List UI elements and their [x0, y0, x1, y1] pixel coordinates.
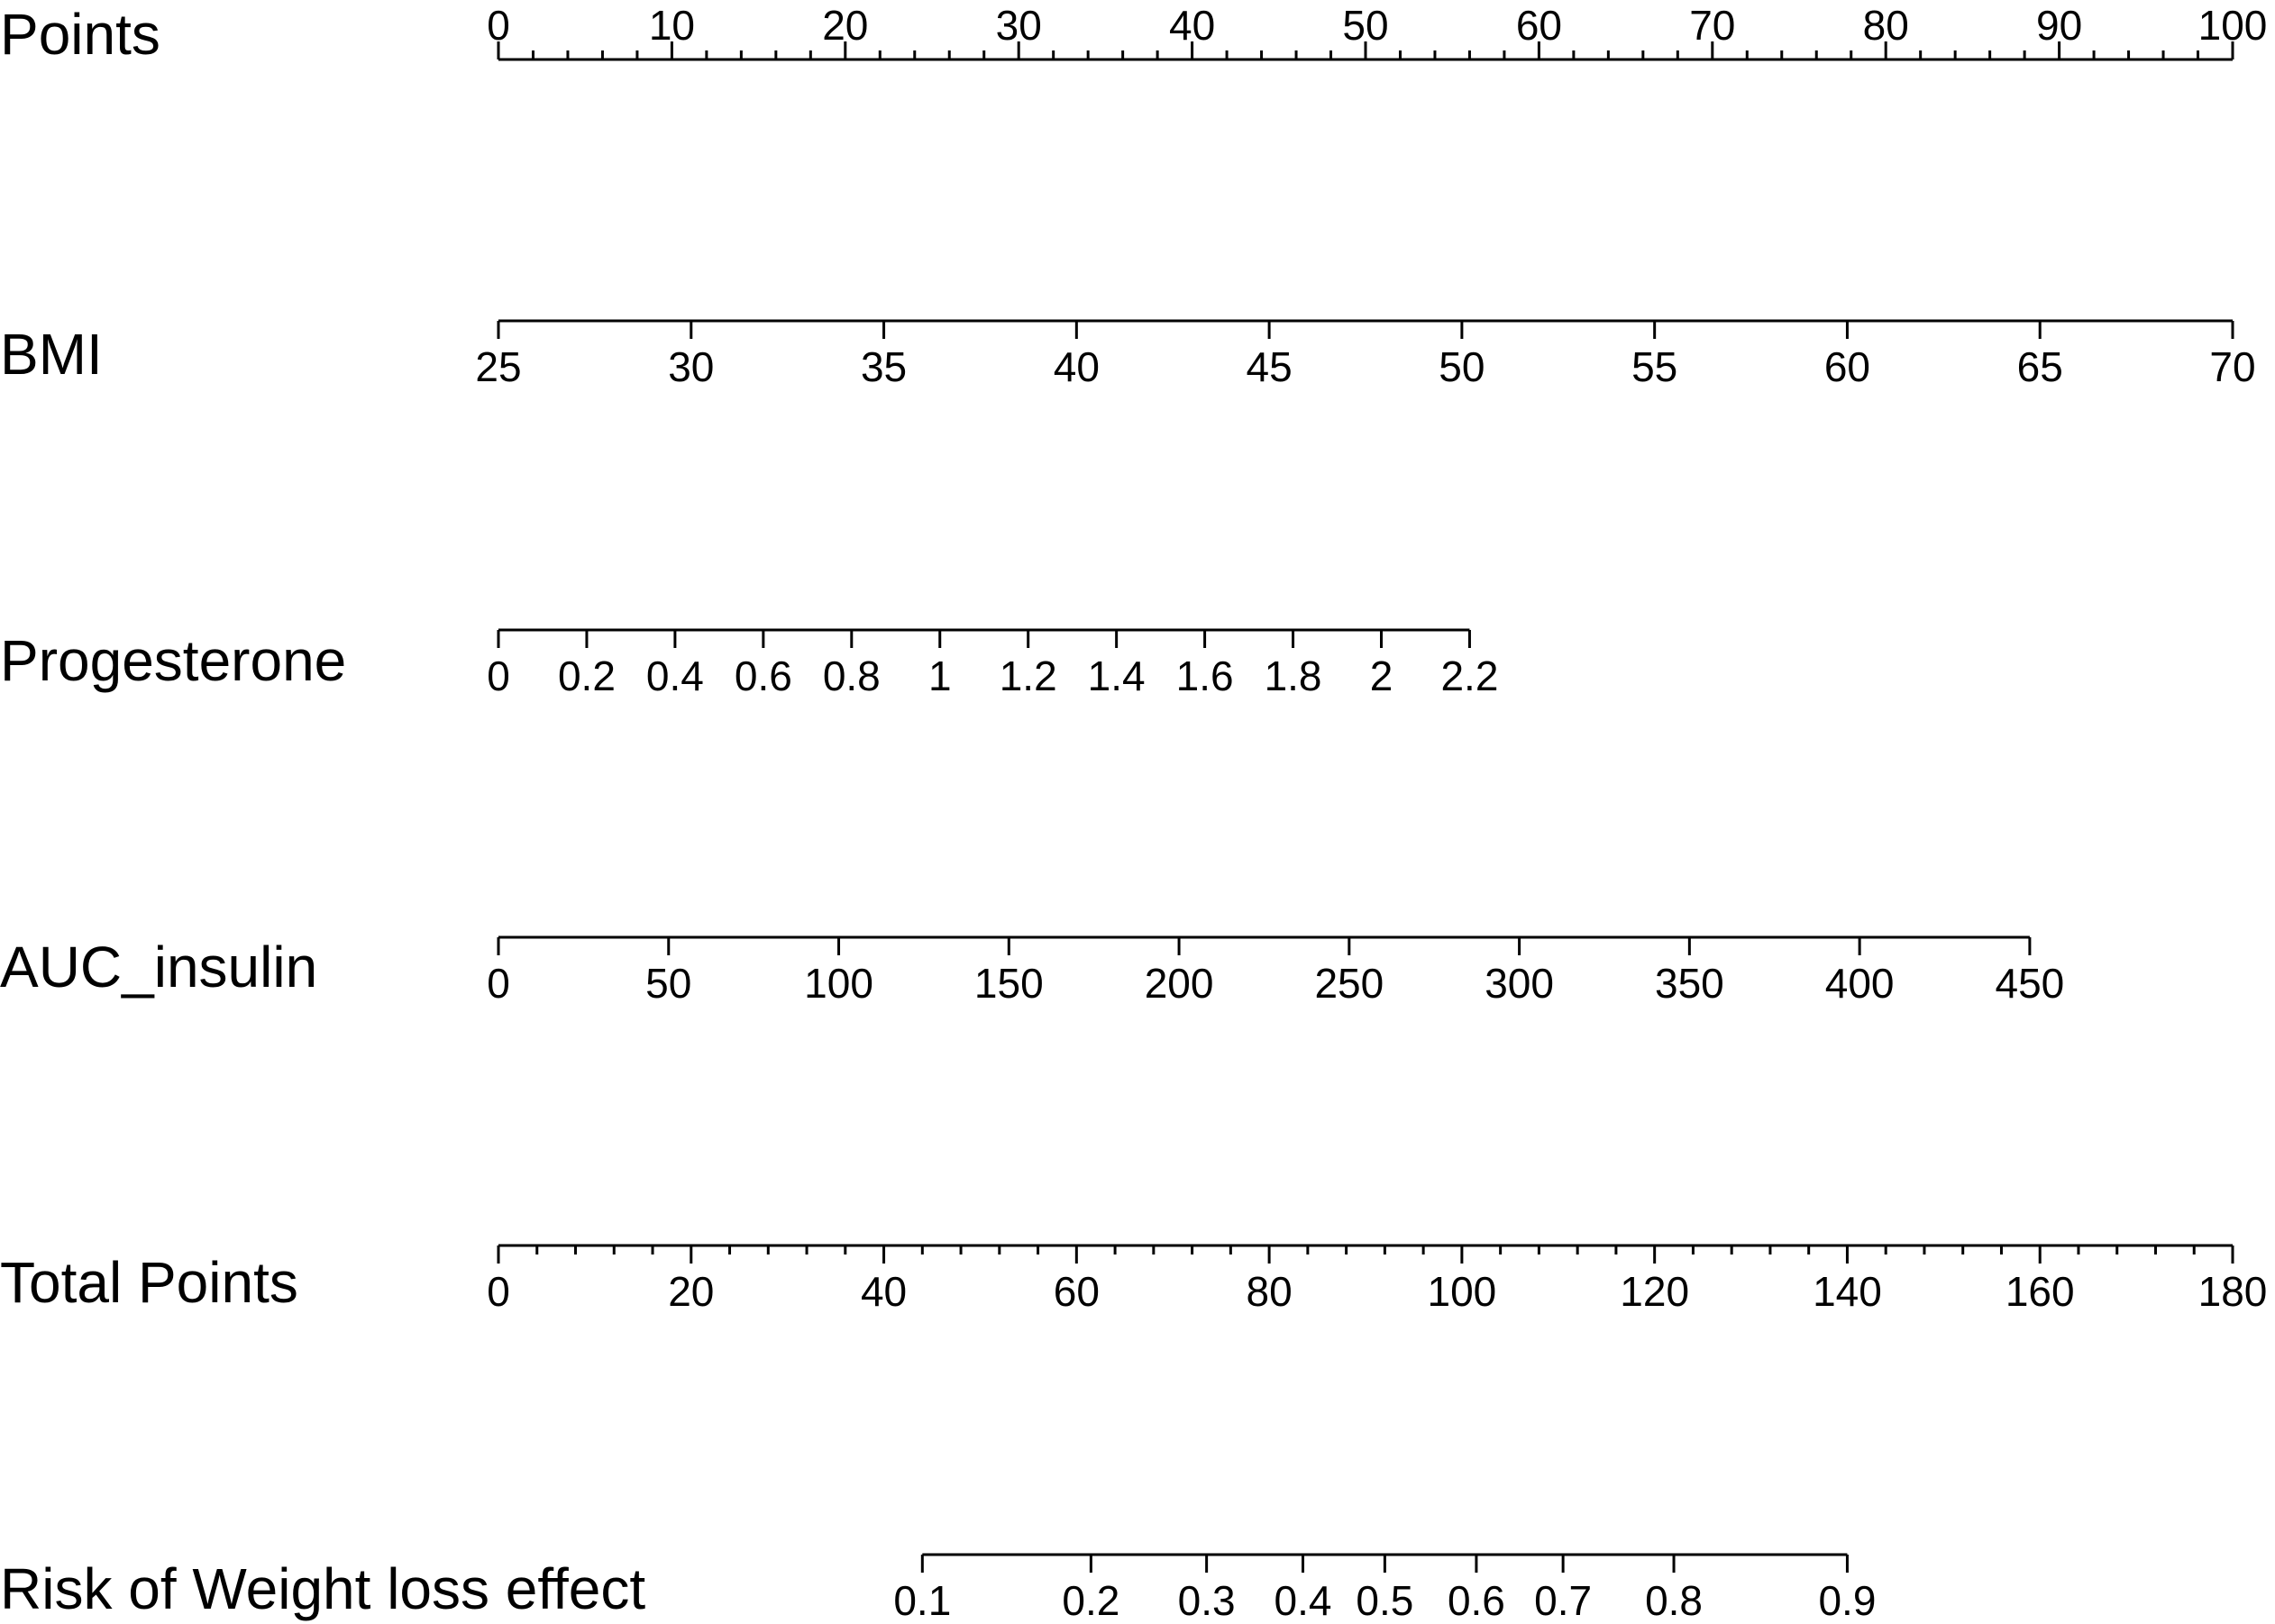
risk-tick-label: 0.7: [1534, 1577, 1592, 1624]
progesterone-tick-label: 0.8: [823, 652, 881, 699]
points-tick-label: 80: [1863, 2, 1909, 49]
auc-insulin-tick-label: 200: [1145, 960, 1214, 1007]
auc-insulin-tick-label: 350: [1655, 960, 1724, 1007]
total-points-tick-label: 60: [1054, 1268, 1100, 1315]
bmi-tick-label: 65: [2017, 343, 2063, 390]
progesterone-tick-label: 2.2: [1440, 652, 1498, 699]
points-tick-label: 90: [2036, 2, 2082, 49]
bmi-tick-label: 30: [668, 343, 714, 390]
total-points-tick-label: 100: [1428, 1268, 1497, 1315]
points-tick-label: 100: [2198, 2, 2268, 49]
variable-labels: Points BMI Progesterone AUC_insulin Tota…: [0, 2, 645, 1621]
risk-tick-label: 0.6: [1448, 1577, 1505, 1624]
progesterone-tick-label: 1.4: [1088, 652, 1146, 699]
total-points-tick-label: 160: [2005, 1268, 2075, 1315]
auc-insulin-tick-label: 100: [804, 960, 873, 1007]
bmi-tick-label: 70: [2209, 343, 2255, 390]
points-tick-label: 40: [1169, 2, 1215, 49]
progesterone-tick-label: 0.4: [646, 652, 704, 699]
row-label-risk: Risk of Weight loss effect: [0, 1556, 645, 1621]
progesterone-tick-label: 0.6: [735, 652, 792, 699]
bmi-tick-label: 45: [1247, 343, 1293, 390]
risk-tick-label: 0.4: [1275, 1577, 1332, 1624]
row-label-bmi: BMI: [0, 322, 103, 387]
risk-tick-label: 0.5: [1356, 1577, 1413, 1624]
total-points-tick-label: 120: [1620, 1268, 1689, 1315]
row-label-auc-insulin: AUC_insulin: [0, 935, 317, 999]
row-label-points: Points: [0, 2, 160, 67]
points-tick-label: 30: [996, 2, 1042, 49]
total-points-tick-label: 0: [487, 1268, 510, 1315]
row-label-total-points: Total Points: [0, 1250, 298, 1315]
risk-tick-label: 0.3: [1178, 1577, 1236, 1624]
auc-insulin-tick-label: 400: [1825, 960, 1895, 1007]
bmi-tick-label: 60: [1824, 343, 1870, 390]
progesterone-tick-label: 2: [1370, 652, 1393, 699]
total-points-tick-label: 80: [1247, 1268, 1293, 1315]
progesterone-tick-label: 1.2: [1000, 652, 1057, 699]
points-tick-label: 50: [1342, 2, 1388, 49]
risk-tick-label: 0.8: [1645, 1577, 1703, 1624]
total-points-tick-label: 40: [861, 1268, 907, 1315]
auc-insulin-tick-label: 300: [1485, 960, 1554, 1007]
bmi-tick-label: 40: [1054, 343, 1100, 390]
progesterone-tick-label: 1.6: [1176, 652, 1234, 699]
auc-insulin-tick-label: 150: [974, 960, 1044, 1007]
risk-tick-label: 0.2: [1062, 1577, 1119, 1624]
total-points-tick-label: 140: [1813, 1268, 1882, 1315]
total-points-tick-label: 180: [2198, 1268, 2268, 1315]
progesterone-tick-label: 1: [928, 652, 952, 699]
risk-tick-label: 0.1: [893, 1577, 951, 1624]
auc-insulin-tick-label: 0: [487, 960, 510, 1007]
points-tick-label: 60: [1516, 2, 1562, 49]
points-tick-label: 10: [649, 2, 695, 49]
auc-insulin-tick-label: 450: [1996, 960, 2065, 1007]
bmi-tick-label: 25: [475, 343, 521, 390]
risk-tick-label: 0.9: [1818, 1577, 1876, 1624]
progesterone-tick-label: 0.2: [558, 652, 616, 699]
progesterone-tick-label: 1.8: [1265, 652, 1322, 699]
bmi-tick-label: 55: [1631, 343, 1677, 390]
points-tick-label: 70: [1689, 2, 1735, 49]
auc-insulin-tick-label: 250: [1314, 960, 1384, 1007]
bmi-tick-label: 35: [861, 343, 907, 390]
points-tick-label: 20: [822, 2, 868, 49]
total-points-tick-label: 20: [668, 1268, 714, 1315]
progesterone-tick-label: 0: [487, 652, 510, 699]
auc-insulin-tick-label: 50: [645, 960, 691, 1007]
points-tick-label: 0: [487, 2, 510, 49]
bmi-tick-label: 50: [1439, 343, 1485, 390]
row-label-progesterone: Progesterone: [0, 628, 346, 693]
